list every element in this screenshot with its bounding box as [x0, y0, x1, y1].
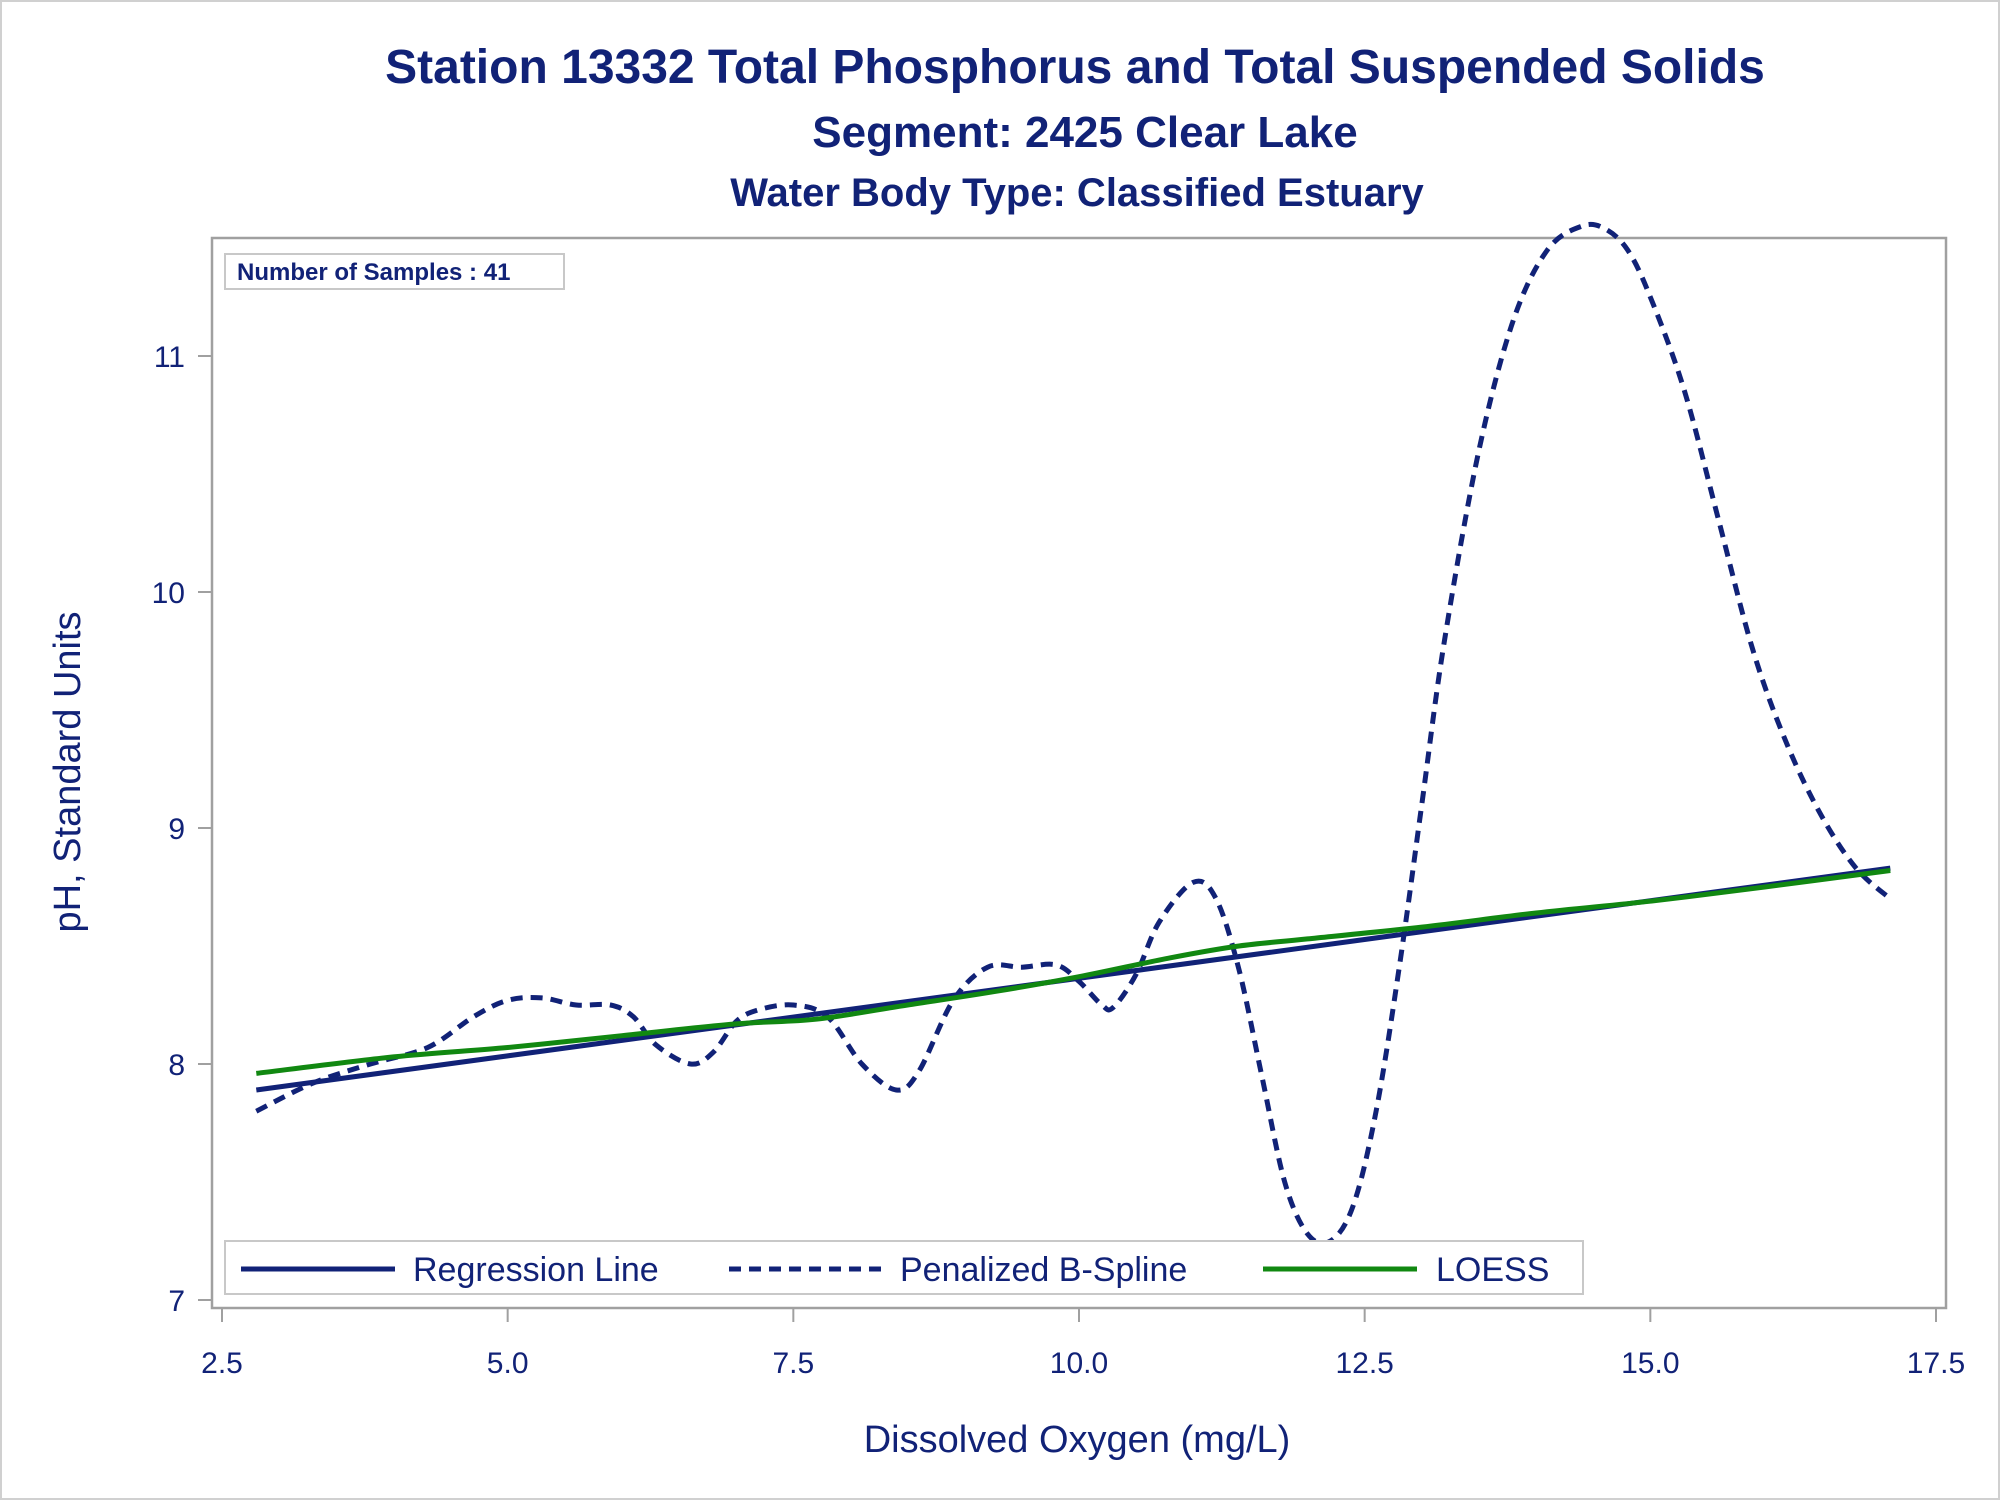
- x-axis: 2.5 5.0 7.5 10.0 12.5 15.0 17.5: [201, 1308, 1965, 1380]
- x-tick-label-6: 17.5: [1907, 1347, 1965, 1380]
- y-tick-label-0: 7: [168, 1285, 185, 1318]
- x-tick-label-5: 15.0: [1621, 1347, 1679, 1380]
- legend-label-spline: Penalized B-Spline: [900, 1251, 1187, 1289]
- y-tick-label-1: 8: [168, 1049, 185, 1082]
- x-tick-label-1: 5.0: [487, 1347, 529, 1380]
- sample-count-inset: Number of Samples : 41: [224, 253, 565, 290]
- y-tick-label-4: 11: [154, 341, 185, 374]
- x-tick-label-2: 7.5: [772, 1347, 814, 1380]
- y-tick-label-3: 10: [152, 577, 185, 610]
- legend-label-regression: Regression Line: [413, 1251, 659, 1289]
- legend-label-loess: LOESS: [1436, 1251, 1549, 1289]
- legend: Regression Line Penalized B-Spline LOESS: [224, 1240, 1584, 1295]
- chart-title: Station 13332 Total Phosphorus and Total…: [385, 41, 1765, 94]
- x-tick-label-4: 12.5: [1335, 1347, 1393, 1380]
- x-axis-label: Dissolved Oxygen (mg/L): [864, 1419, 1291, 1461]
- y-tick-label-2: 9: [168, 813, 185, 846]
- penalized-bspline-line: [255, 221, 1892, 1246]
- chart-subtitle-2: Water Body Type: Classified Estuary: [730, 171, 1424, 215]
- y-axis-label: pH, Standard Units: [47, 611, 89, 932]
- x-tick-label-0: 2.5: [201, 1347, 243, 1380]
- series-layer: [255, 221, 1892, 1246]
- y-axis: 7 8 9 10 11: [152, 341, 212, 1318]
- x-tick-label-3: 10.0: [1050, 1347, 1108, 1380]
- loess-line: [256, 868, 1891, 1076]
- sample-count-box: [224, 253, 565, 290]
- chart-subtitle: Segment: 2425 Clear Lake: [812, 108, 1357, 157]
- sample-count-label: Number of Samples : 41: [237, 259, 510, 286]
